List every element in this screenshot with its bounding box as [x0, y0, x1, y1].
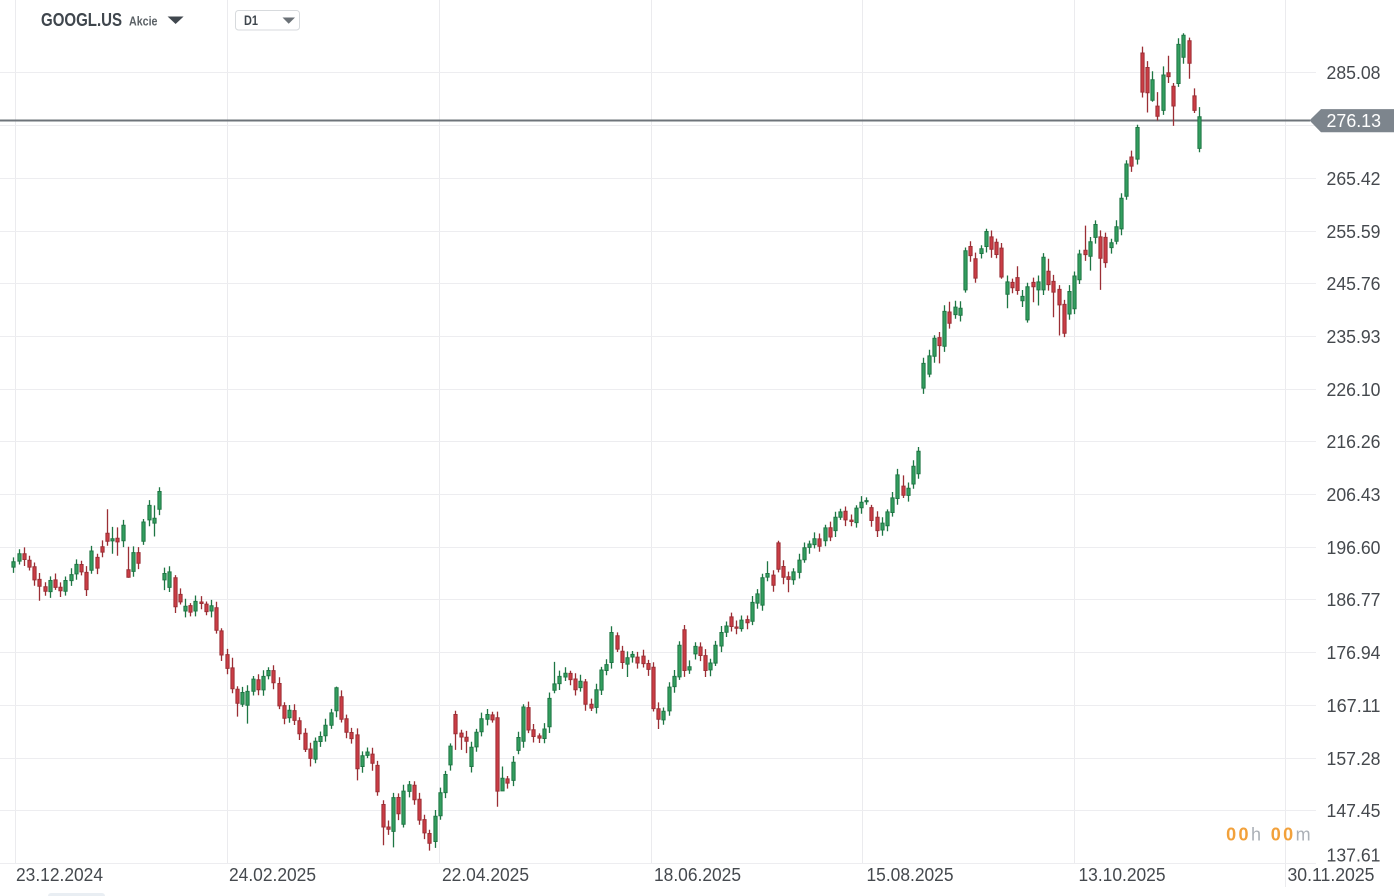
svg-text:167.11: 167.11: [1327, 696, 1381, 716]
svg-text:137.61: 137.61: [1327, 846, 1381, 866]
svg-text:24.02.2025: 24.02.2025: [229, 865, 316, 885]
svg-text:147.45: 147.45: [1327, 801, 1381, 821]
svg-text:235.93: 235.93: [1327, 327, 1381, 347]
svg-text:D1: D1: [244, 13, 258, 28]
svg-text:00h 00m: 00h 00m: [1226, 825, 1313, 845]
svg-text:13.10.2025: 13.10.2025: [1079, 865, 1166, 885]
svg-text:216.26: 216.26: [1327, 432, 1381, 452]
svg-text:22.04.2025: 22.04.2025: [442, 865, 529, 885]
svg-text:186.77: 186.77: [1327, 590, 1381, 610]
svg-text:18.06.2025: 18.06.2025: [654, 865, 741, 885]
svg-text:245.76: 245.76: [1327, 274, 1381, 294]
svg-text:157.28: 157.28: [1327, 749, 1381, 769]
svg-text:255.59: 255.59: [1327, 222, 1381, 242]
svg-text:23.12.2024: 23.12.2024: [16, 865, 103, 885]
svg-text:15.08.2025: 15.08.2025: [867, 865, 954, 885]
svg-text:GOOGL.US: GOOGL.US: [41, 10, 122, 30]
svg-text:285.08: 285.08: [1327, 63, 1381, 83]
svg-text:176.94: 176.94: [1327, 643, 1381, 663]
svg-text:30.11.2025: 30.11.2025: [1288, 865, 1375, 885]
svg-text:206.43: 206.43: [1327, 485, 1381, 505]
svg-text:276.13: 276.13: [1327, 111, 1382, 131]
svg-text:226.10: 226.10: [1327, 380, 1381, 400]
svg-text:Akcie: Akcie: [129, 15, 158, 29]
svg-text:265.42: 265.42: [1327, 169, 1381, 189]
svg-text:196.60: 196.60: [1327, 538, 1381, 558]
